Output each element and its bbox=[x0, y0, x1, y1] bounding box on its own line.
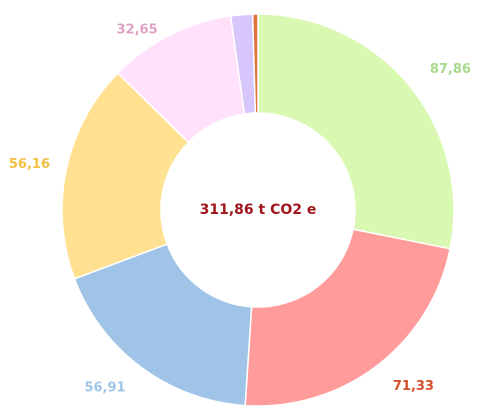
donut-slice bbox=[61, 72, 190, 280]
center-label: 311,86 t CO2 e bbox=[200, 202, 317, 218]
donut-slice bbox=[257, 13, 455, 250]
value-label: 71,33 bbox=[393, 379, 434, 394]
donut-slice bbox=[251, 13, 259, 114]
value-label: 56,16 bbox=[9, 157, 50, 172]
value-label: 56,91 bbox=[84, 381, 125, 396]
value-label: 87,86 bbox=[430, 62, 471, 77]
donut-slice bbox=[73, 243, 253, 406]
value-label: 32,65 bbox=[117, 23, 158, 38]
